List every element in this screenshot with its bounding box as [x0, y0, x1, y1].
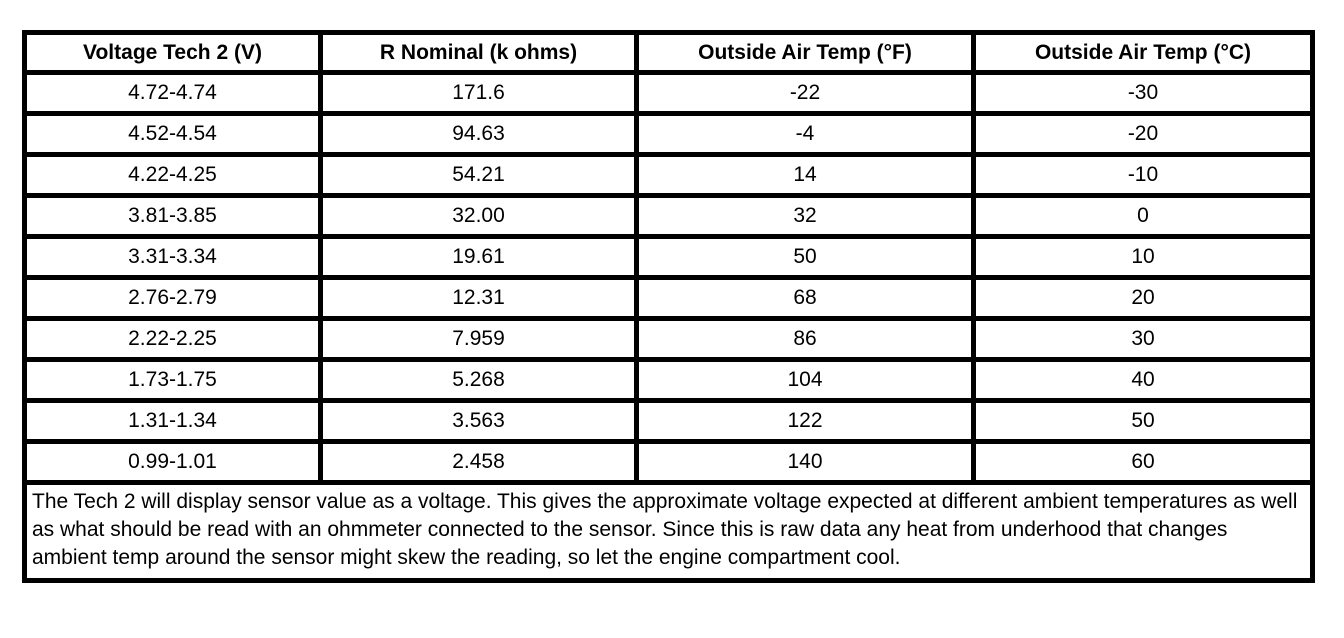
- table-cell: -22: [634, 70, 976, 116]
- table-cell: 12.31: [318, 275, 639, 321]
- table-cell: 20: [971, 275, 1315, 321]
- air-temp-sensor-table: Voltage Tech 2 (V) R Nominal (k ohms) Outs…: [22, 30, 1315, 583]
- table-cell: 4.52-4.54: [22, 111, 323, 157]
- table-header: Voltage Tech 2 (V) R Nominal (k ohms) Outs…: [22, 30, 1315, 75]
- table-row: 3.31-3.34 19.61 50 10: [22, 234, 1315, 280]
- table-row: 2.22-2.25 7.959 86 30: [22, 316, 1315, 362]
- table-cell: 122: [634, 398, 976, 444]
- table-cell: 32.00: [318, 193, 639, 239]
- table-row: 1.31-1.34 3.563 122 50: [22, 398, 1315, 444]
- table-cell: 14: [634, 152, 976, 198]
- table-cell: 30: [971, 316, 1315, 362]
- table-cell: 3.81-3.85: [22, 193, 323, 239]
- table-cell: 68: [634, 275, 976, 321]
- table-row: 3.81-3.85 32.00 32 0: [22, 193, 1315, 239]
- table-cell: 86: [634, 316, 976, 362]
- table-cell: -20: [971, 111, 1315, 157]
- table-cell: 3.563: [318, 398, 639, 444]
- table-cell: 140: [634, 439, 976, 485]
- table-cell: 2.22-2.25: [22, 316, 323, 362]
- table-row: 4.52-4.54 94.63 -4 -20: [22, 111, 1315, 157]
- table-cell: 50: [971, 398, 1315, 444]
- table-cell: 32: [634, 193, 976, 239]
- table-cell: 4.22-4.25: [22, 152, 323, 198]
- table-cell: 1.31-1.34: [22, 398, 323, 444]
- table-cell: 104: [634, 357, 976, 403]
- table-cell: 60: [971, 439, 1315, 485]
- table-row: 4.72-4.74 171.6 -22 -30: [22, 70, 1315, 116]
- table-footer: The Tech 2 will display sensor value as …: [22, 480, 1315, 583]
- table-cell: 50: [634, 234, 976, 280]
- table-body: 4.72-4.74 171.6 -22 -30 4.52-4.54 94.63 -4 -20 4…: [22, 70, 1315, 485]
- table-cell: 19.61: [318, 234, 639, 280]
- table-cell: 40: [971, 357, 1315, 403]
- table-cell: 4.72-4.74: [22, 70, 323, 116]
- table-cell: 1.73-1.75: [22, 357, 323, 403]
- table-row: 2.76-2.79 12.31 68 20: [22, 275, 1315, 321]
- table-cell: -4: [634, 111, 976, 157]
- column-header: Outside Air Temp (°F): [634, 30, 976, 75]
- table-cell: 10: [971, 234, 1315, 280]
- note-row: The Tech 2 will display sensor value as …: [22, 480, 1315, 583]
- table-cell: 2.76-2.79: [22, 275, 323, 321]
- table-cell: 0.99-1.01: [22, 439, 323, 485]
- table-cell: 0: [971, 193, 1315, 239]
- column-header: Voltage Tech 2 (V): [22, 30, 323, 75]
- table-cell: 5.268: [318, 357, 639, 403]
- table-cell: 2.458: [318, 439, 639, 485]
- column-header: R Nominal (k ohms): [318, 30, 639, 75]
- table-row: 4.22-4.25 54.21 14 -10: [22, 152, 1315, 198]
- column-header: Outside Air Temp (°C): [971, 30, 1315, 75]
- table-cell: 7.959: [318, 316, 639, 362]
- table-cell: 3.31-3.34: [22, 234, 323, 280]
- header-row: Voltage Tech 2 (V) R Nominal (k ohms) Outs…: [22, 30, 1315, 75]
- table-row: 0.99-1.01 2.458 140 60: [22, 439, 1315, 485]
- table-note: The Tech 2 will display sensor value as …: [22, 480, 1315, 583]
- table-cell: -10: [971, 152, 1315, 198]
- table-cell: -30: [971, 70, 1315, 116]
- table-cell: 171.6: [318, 70, 639, 116]
- table-cell: 54.21: [318, 152, 639, 198]
- table-row: 1.73-1.75 5.268 104 40: [22, 357, 1315, 403]
- table-cell: 94.63: [318, 111, 639, 157]
